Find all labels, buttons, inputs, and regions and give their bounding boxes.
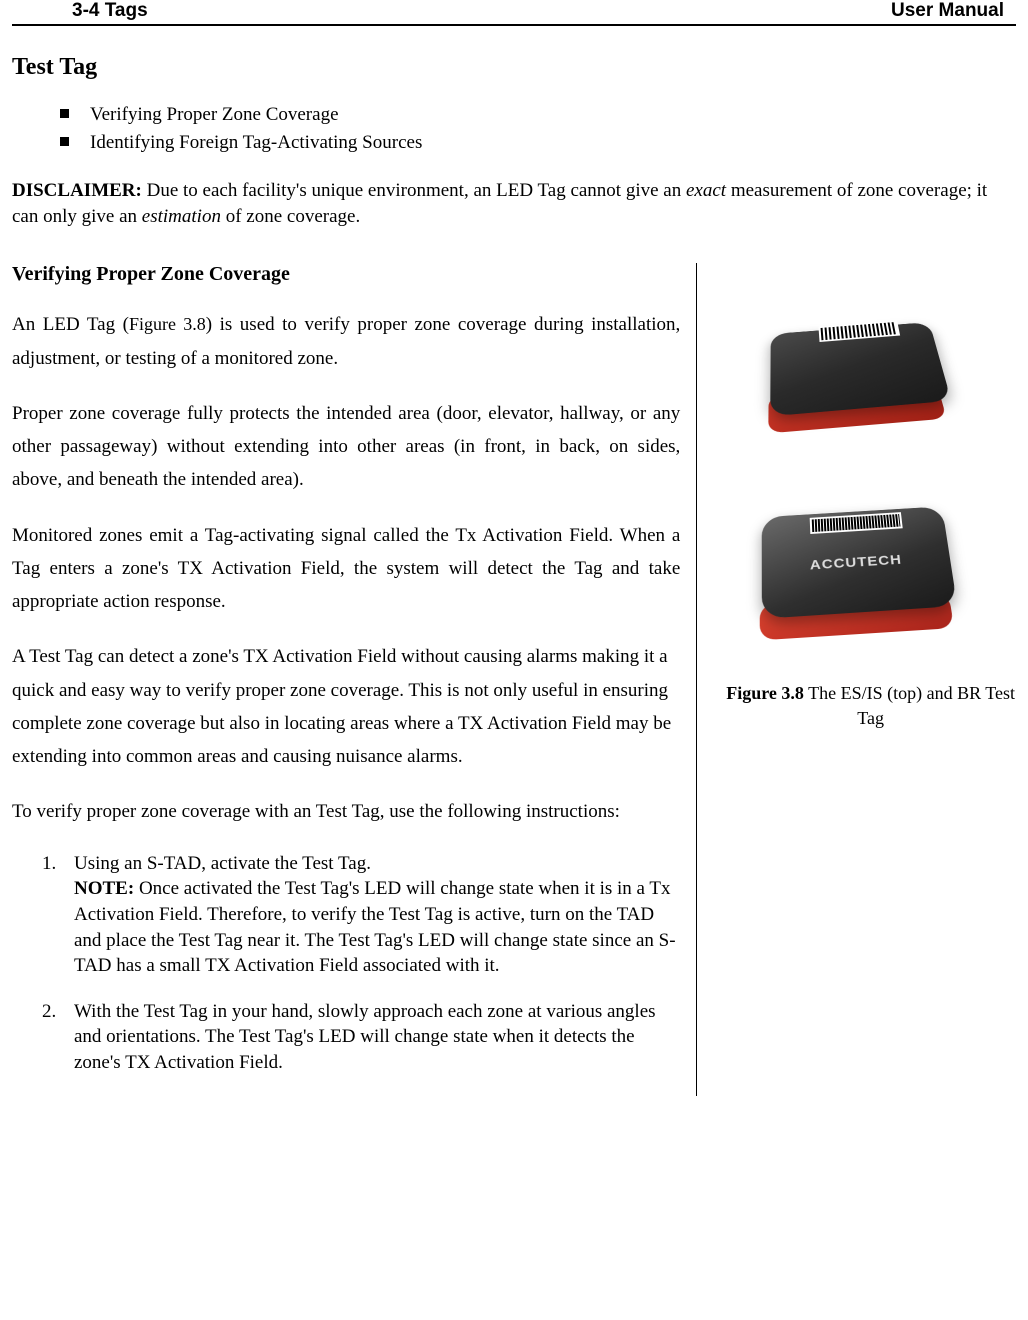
figure-caption-text: The ES/IS (top) and BR Test Tag [804,683,1015,727]
main-column: Verifying Proper Zone Coverage An LED Ta… [12,263,696,1095]
header-right: User Manual [891,0,1012,22]
instruction-list: Using an S-TAD, activate the Test Tag. N… [42,851,680,1076]
bullet-item: Identifying Foreign Tag-Activating Sourc… [60,129,1016,157]
body-paragraph: To verify proper zone coverage with an T… [12,795,680,828]
step-lead: Using an S-TAD, activate the Test Tag. [74,853,371,874]
bullet-item: Verifying Proper Zone Coverage [60,101,1016,129]
header-left: 3-4 Tags [16,0,148,22]
text-run: An LED Tag ( [12,314,129,335]
disclaimer-em: estimation [142,206,221,227]
figure-reference: Figure 3.8 [129,314,206,334]
instruction-step: Using an S-TAD, activate the Test Tag. N… [42,851,680,979]
note-label: NOTE: [74,878,134,899]
figure-bottom: ACCUTECH [725,496,987,651]
device-image-br: ACCUTECH [738,496,974,651]
body-paragraph: Proper zone coverage fully protects the … [12,397,680,497]
device-image-es-is [741,291,971,466]
disclaimer-label: DISCLAIMER: [12,180,142,201]
page-header: 3-4 Tags User Manual [12,0,1016,26]
figure-caption: Figure 3.8 The ES/IS (top) and BR Test T… [725,681,1016,730]
section-heading: Verifying Proper Zone Coverage [12,263,680,286]
figure-column: ACCUTECH Figure 3.8 The ES/IS (top) and … [696,263,1016,1095]
disclaimer-paragraph: DISCLAIMER: Due to each facility's uniqu… [12,178,1016,229]
disclaimer-text: Due to each facility's unique environmen… [142,180,686,201]
figure-top [725,291,987,466]
instruction-step: With the Test Tag in your hand, slowly a… [42,999,680,1076]
top-bullet-list: Verifying Proper Zone Coverage Identifyi… [60,101,1016,156]
body-paragraph: A Test Tag can detect a zone's TX Activa… [12,640,680,773]
page-title: Test Tag [12,54,1016,81]
figure-number: Figure 3.8 [726,683,804,703]
disclaimer-em: exact [686,180,726,201]
body-paragraph: Monitored zones emit a Tag-activating si… [12,519,680,619]
step-lead: With the Test Tag in your hand, slowly a… [74,1001,656,1073]
note-body: Once activated the Test Tag's LED will c… [74,878,676,976]
disclaimer-text: of zone coverage. [221,206,360,227]
body-paragraph: An LED Tag (Figure 3.8) is used to verif… [12,308,680,375]
